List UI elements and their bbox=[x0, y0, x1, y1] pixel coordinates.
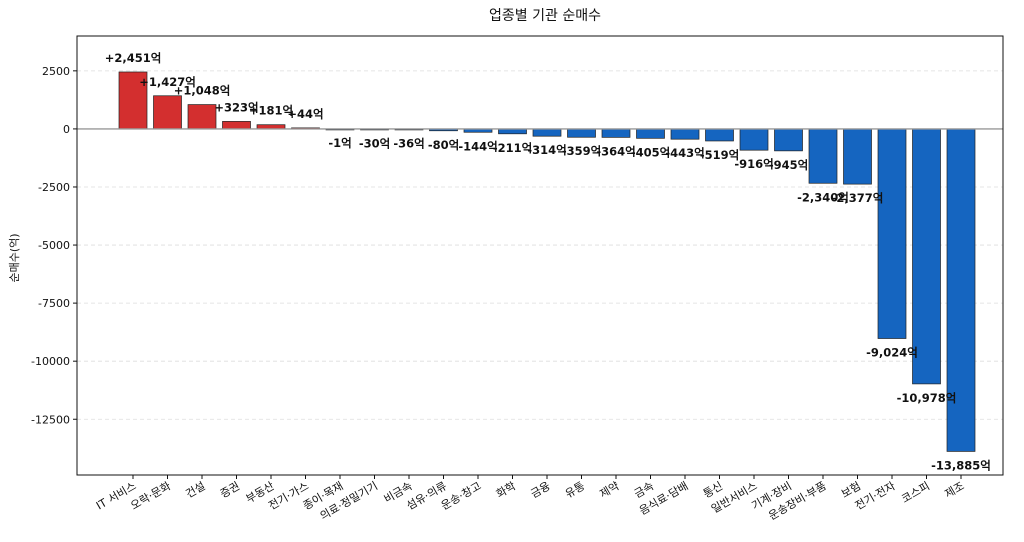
bar bbox=[808, 128, 838, 184]
y-tick-label: -5000 bbox=[38, 239, 70, 252]
data-label: +2,451억 bbox=[105, 51, 162, 65]
data-label: -314억 bbox=[527, 143, 566, 157]
data-label: -80억 bbox=[428, 138, 459, 152]
data-label: +323억 bbox=[214, 100, 258, 114]
y-axis-label: 순매수(억) bbox=[8, 233, 21, 282]
data-label: -144억 bbox=[458, 139, 497, 153]
bar bbox=[153, 95, 182, 130]
chart-title: 업종별 기관 순매수 bbox=[489, 8, 601, 24]
bar bbox=[498, 128, 527, 135]
bar bbox=[877, 128, 907, 339]
data-label: -13,885억 bbox=[931, 458, 991, 472]
data-label: +44억 bbox=[287, 107, 323, 121]
data-label: -2,377억 bbox=[832, 191, 884, 205]
bar bbox=[774, 128, 803, 152]
data-label: -2,340억 bbox=[797, 190, 849, 204]
data-label: -9,024억 bbox=[866, 346, 918, 360]
data-label: -10,978억 bbox=[897, 391, 957, 405]
data-label: -405억 bbox=[631, 145, 670, 159]
bar bbox=[843, 128, 872, 185]
data-label: -519억 bbox=[700, 148, 739, 162]
bar bbox=[567, 128, 596, 138]
bar bbox=[187, 104, 217, 130]
data-label: -36억 bbox=[393, 137, 424, 151]
bar bbox=[670, 128, 700, 140]
bars bbox=[118, 71, 976, 452]
bar bbox=[532, 128, 562, 137]
plot-frame bbox=[76, 35, 1004, 476]
y-tick-label: -7500 bbox=[38, 297, 70, 310]
bar bbox=[601, 128, 631, 138]
data-label: -359억 bbox=[562, 144, 601, 158]
bar bbox=[222, 121, 251, 130]
y-tick-label: -2500 bbox=[38, 181, 70, 194]
data-label: -1억 bbox=[328, 136, 351, 150]
y-tick-label: 2500 bbox=[42, 65, 70, 78]
y-tick-label: 0 bbox=[63, 123, 70, 136]
data-label: -211억 bbox=[493, 141, 532, 155]
data-labels: +2,451억 +1,427억+1,048억 +323억+181억+44억 -1억 -3… bbox=[105, 51, 991, 472]
grid-lines bbox=[77, 70, 1003, 420]
bar bbox=[946, 128, 976, 452]
data-label: -443억 bbox=[665, 146, 704, 160]
data-label: +181억 bbox=[249, 104, 293, 118]
data-label: -30억 bbox=[359, 137, 390, 151]
data-label: +1,427억 bbox=[139, 75, 196, 89]
data-label: -945억 bbox=[769, 158, 808, 172]
data-label: -916억 bbox=[734, 157, 773, 171]
data-label: -364억 bbox=[596, 144, 635, 158]
bar bbox=[118, 71, 148, 130]
bar bbox=[739, 128, 769, 151]
data-label: +1,048억 bbox=[174, 84, 231, 98]
y-tick-label: -12500 bbox=[31, 413, 70, 426]
bar bbox=[705, 128, 734, 142]
y-tick-label: -10000 bbox=[31, 355, 70, 368]
bar bbox=[636, 128, 665, 139]
